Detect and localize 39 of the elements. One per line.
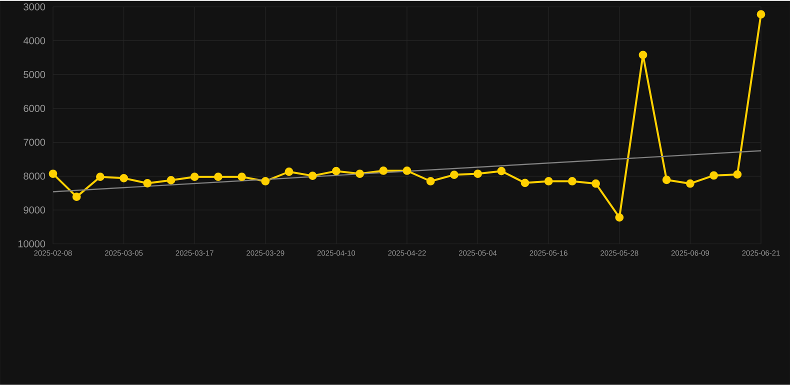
point xyxy=(426,177,435,186)
y-tick-label: 4000 xyxy=(23,37,46,44)
point xyxy=(733,170,742,179)
point xyxy=(190,172,199,182)
point xyxy=(96,172,104,182)
y-tick-label: 10000 xyxy=(18,240,46,248)
point xyxy=(379,166,388,175)
point xyxy=(284,168,294,176)
point xyxy=(450,170,458,180)
point xyxy=(544,177,553,186)
point xyxy=(662,176,671,184)
point xyxy=(48,170,58,178)
point xyxy=(261,177,270,186)
point xyxy=(72,192,81,202)
y-tick-label: 3000 xyxy=(24,3,46,10)
point xyxy=(615,213,624,222)
point xyxy=(756,10,766,19)
point xyxy=(710,171,718,180)
point xyxy=(520,178,530,188)
point xyxy=(568,177,576,186)
point xyxy=(402,166,412,175)
y-tick-label: 9000 xyxy=(24,206,46,214)
point xyxy=(214,172,222,182)
point xyxy=(686,179,694,188)
y-tick-label: 6000 xyxy=(24,104,46,112)
point xyxy=(120,174,128,182)
point xyxy=(166,176,176,184)
point xyxy=(308,172,317,180)
y-tick-label: 8000 xyxy=(24,172,46,180)
point xyxy=(497,166,506,176)
point xyxy=(638,50,648,60)
y-tick-label: 5000 xyxy=(24,71,46,78)
y-tick-label: 7000 xyxy=(24,138,46,146)
point xyxy=(332,166,340,176)
point xyxy=(474,170,482,178)
point xyxy=(592,179,600,188)
point xyxy=(143,179,152,188)
point xyxy=(238,172,246,182)
point xyxy=(356,170,364,178)
